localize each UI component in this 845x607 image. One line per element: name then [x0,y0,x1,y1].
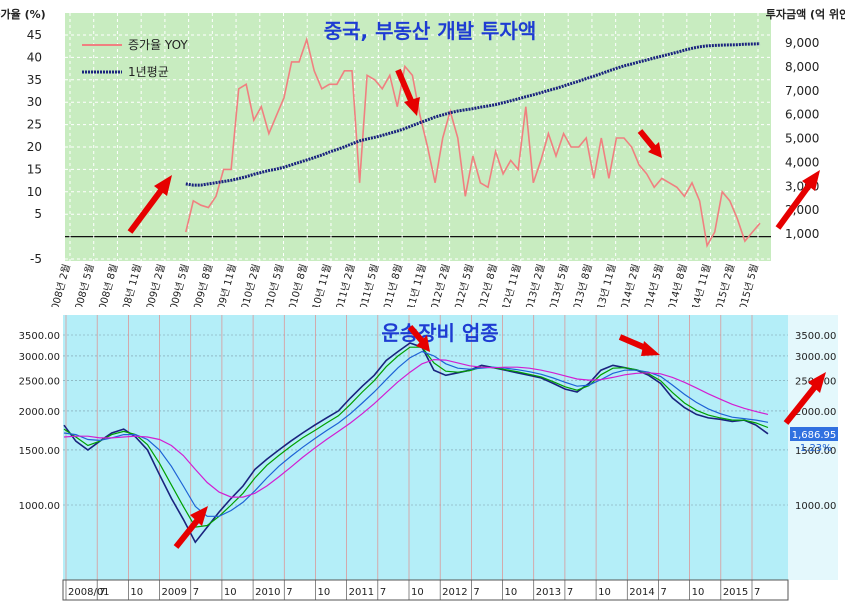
last-value-label: 1,686.95 [792,430,837,441]
chart1-gridlines [65,13,771,261]
chart2-left-tick-label: 2000.00 [19,407,60,418]
chart1-plot-area [65,13,771,261]
chart2-x-tick-label: 10 [692,587,705,598]
chart2-x-tick-label: 10 [224,587,237,598]
chart-real-estate-investment: 45 40 35 30 25 20 15 10 5 -5 9,000 8,000 7,000 6,000… [0,7,845,307]
chart2-x-axis-strip [62,579,789,601]
chart2-title: 운송장비 업종 [381,321,498,345]
legend-label-yoy: 증가율 YOY [128,38,188,52]
chart1-legend: 증가율 YOY 1년평균 [82,38,188,79]
chart1-left-tick-label: 35 [27,73,42,87]
chart2-x-tick-label: 2013 [536,587,561,598]
arrow-head-icon [808,372,826,393]
chart1-left-tick-label: 20 [27,140,42,154]
chart2-left-tick-label: 1500.00 [19,446,60,457]
arrow-head-icon [648,142,662,158]
chart1-left-tick-label: 40 [27,50,42,64]
chart1-right-tick-label: 5,000 [785,132,819,146]
chart2-x-tick-label: 2015 [723,587,748,598]
arrow-up-icon [127,183,168,234]
chart2-left-tick-label: 3500.00 [19,331,60,342]
chart2-x-tick-label: 10 [317,587,330,598]
chart2-right-tick-label: 3500.00 [795,331,836,342]
chart2-x-tick-label: 7 [567,587,573,598]
arrow-up-icon [783,381,821,425]
legend-label-avg: 1년평균 [128,65,169,79]
chart1-left-tick-label: 10 [27,185,42,199]
chart1-red-arrows [127,68,820,234]
chart1-left-axis: 45 40 35 30 25 20 15 10 5 -5 [27,28,42,266]
chart2-right-tick-label: 1500.00 [795,446,836,457]
chart1-right-axis-label: 투자금액 (억 위안) [766,7,845,21]
chart1-left-tick-label: 30 [27,95,42,109]
chart2-x-tick-label: 7 [473,587,479,598]
chart2-x-tick-label: 2010 [255,587,280,598]
chart1-left-axis-label: 증가율 (%) [0,7,46,21]
arrow-up-icon [775,178,816,230]
chart2-x-tick-label: 2009 [162,587,187,598]
chart2-left-tick-label: 1000.00 [19,501,60,512]
series-line-yoy [185,36,761,248]
series-line-avg [185,42,761,187]
chart2-x-tick-label: 7 [380,587,386,598]
chart1-right-axis: 9,0008,0007,0006,0005,0004,0003,0002,000… [785,36,819,241]
arrow-head-icon [802,170,820,191]
chart2-x-tick-label: 2008/01 [68,587,110,598]
chart1-left-tick-label: 45 [27,28,42,42]
chart1-right-tick-label: 8,000 [785,60,819,74]
chart1-left-tick-label: -5 [30,252,42,266]
arrow-head-icon [641,341,660,356]
chart1-right-tick-label: 9,000 [785,36,819,50]
arrow-head-icon [154,175,172,196]
price-series-line-3 [63,358,769,498]
chart2-left-axis: 3500.00 3000.00 2500.00 2000.00 1500.00 1000.… [19,331,60,512]
chart2-left-tick-label: 3000.00 [19,352,60,363]
chart2-x-tick-label: 10 [505,587,518,598]
chart2-x-axis: 2008/017 10 2009 7 10 2010 7 10 2011 7 10 2012 7 10 20… [65,580,760,600]
arrow-head-icon [404,97,420,116]
chart2-x-tick-label: 2012 [442,587,467,598]
chart2-x-tick-label: 7 [193,587,199,598]
last-change-label: -1.23% [796,443,831,454]
chart1-left-tick-label: 25 [27,118,42,132]
chart1-right-tick-label: 6,000 [785,108,819,122]
arrow-up-icon [173,515,203,549]
chart2-x-tick-label: 10 [130,587,143,598]
arrow-head-icon [416,335,430,352]
chart2-red-arrows [173,325,826,549]
arrow-down-icon [407,325,425,343]
chart2-x-tick-label: 7 [286,587,292,598]
arrow-down-icon [395,68,415,105]
chart2-x-tick-label: 7 [99,587,105,598]
chart2-right-tick-label: 3000.00 [795,352,836,363]
chart2-x-tick-label: 10 [411,587,424,598]
chart1-right-tick-label: 4,000 [785,155,819,169]
price-series-line-0 [63,342,769,544]
chart2-right-tick-label: 2000.00 [795,407,836,418]
chart1-left-tick-label: 5 [34,207,42,221]
arrow-down-icon [637,129,657,150]
chart2-x-tick-label: 2014 [629,587,654,598]
chart1-right-tick-label: 1,000 [785,227,819,241]
chart2-x-tick-label: 2011 [349,587,374,598]
chart1-left-tick-label: 15 [27,162,42,176]
chart1-series [185,36,761,248]
chart2-right-tick-label: 1000.00 [795,501,836,512]
last-value-badge [790,427,838,441]
chart2-x-tick-label: 10 [598,587,611,598]
chart2-x-tick-label: 7 [754,587,760,598]
chart2-right-panel [788,315,838,580]
chart2-series [63,342,769,544]
arrow-head-icon [190,506,208,526]
price-series-line-1 [63,346,769,528]
chart2-x-tick-label: 7 [660,587,666,598]
chart1-right-tick-label: 7,000 [785,84,819,98]
chart1-title: 중국, 부동산 개발 투자액 [324,19,537,43]
chart2-left-tick-label: 2500.00 [19,377,60,388]
chart-transport-equipment: 3500.00 3000.00 2500.00 2000.00 1500.00 1000.… [0,307,845,607]
